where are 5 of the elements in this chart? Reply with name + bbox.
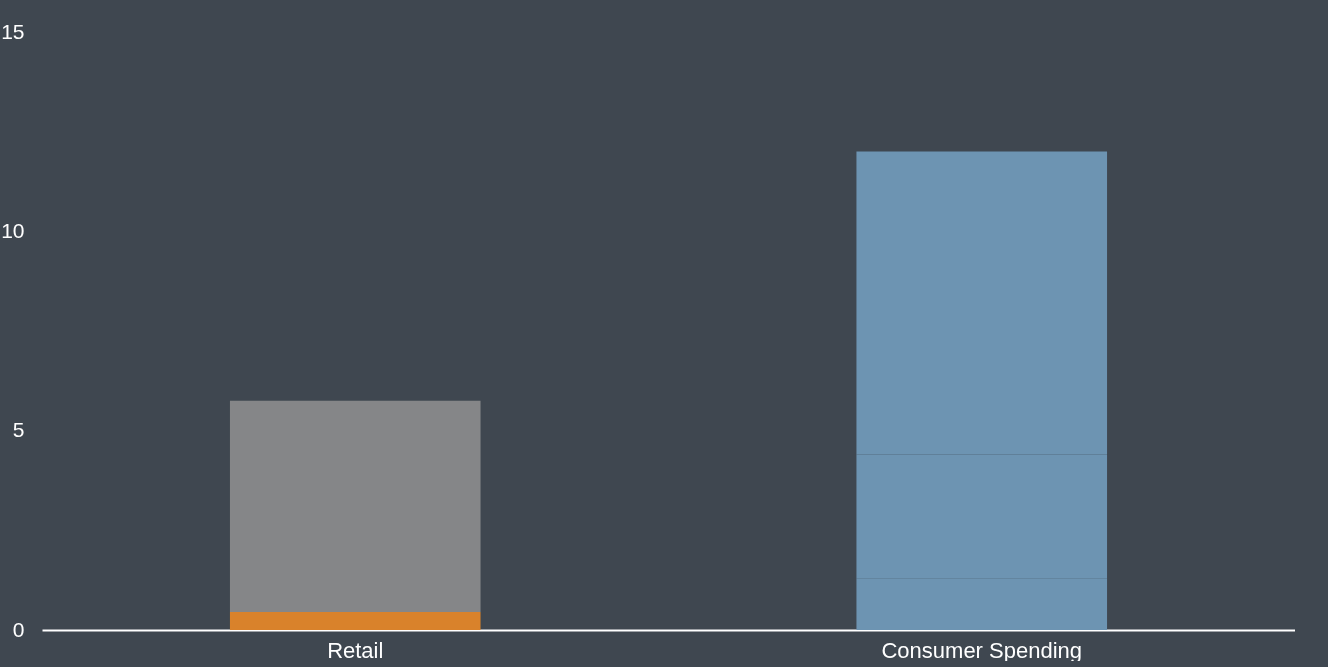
y-tick-label: 15 (1, 19, 25, 43)
x-tick-label: Retail (327, 637, 384, 663)
y-tick-label: 5 (12, 418, 25, 442)
y-tick-label: 10 (1, 218, 25, 242)
y-tick-label: 0 (12, 617, 25, 641)
